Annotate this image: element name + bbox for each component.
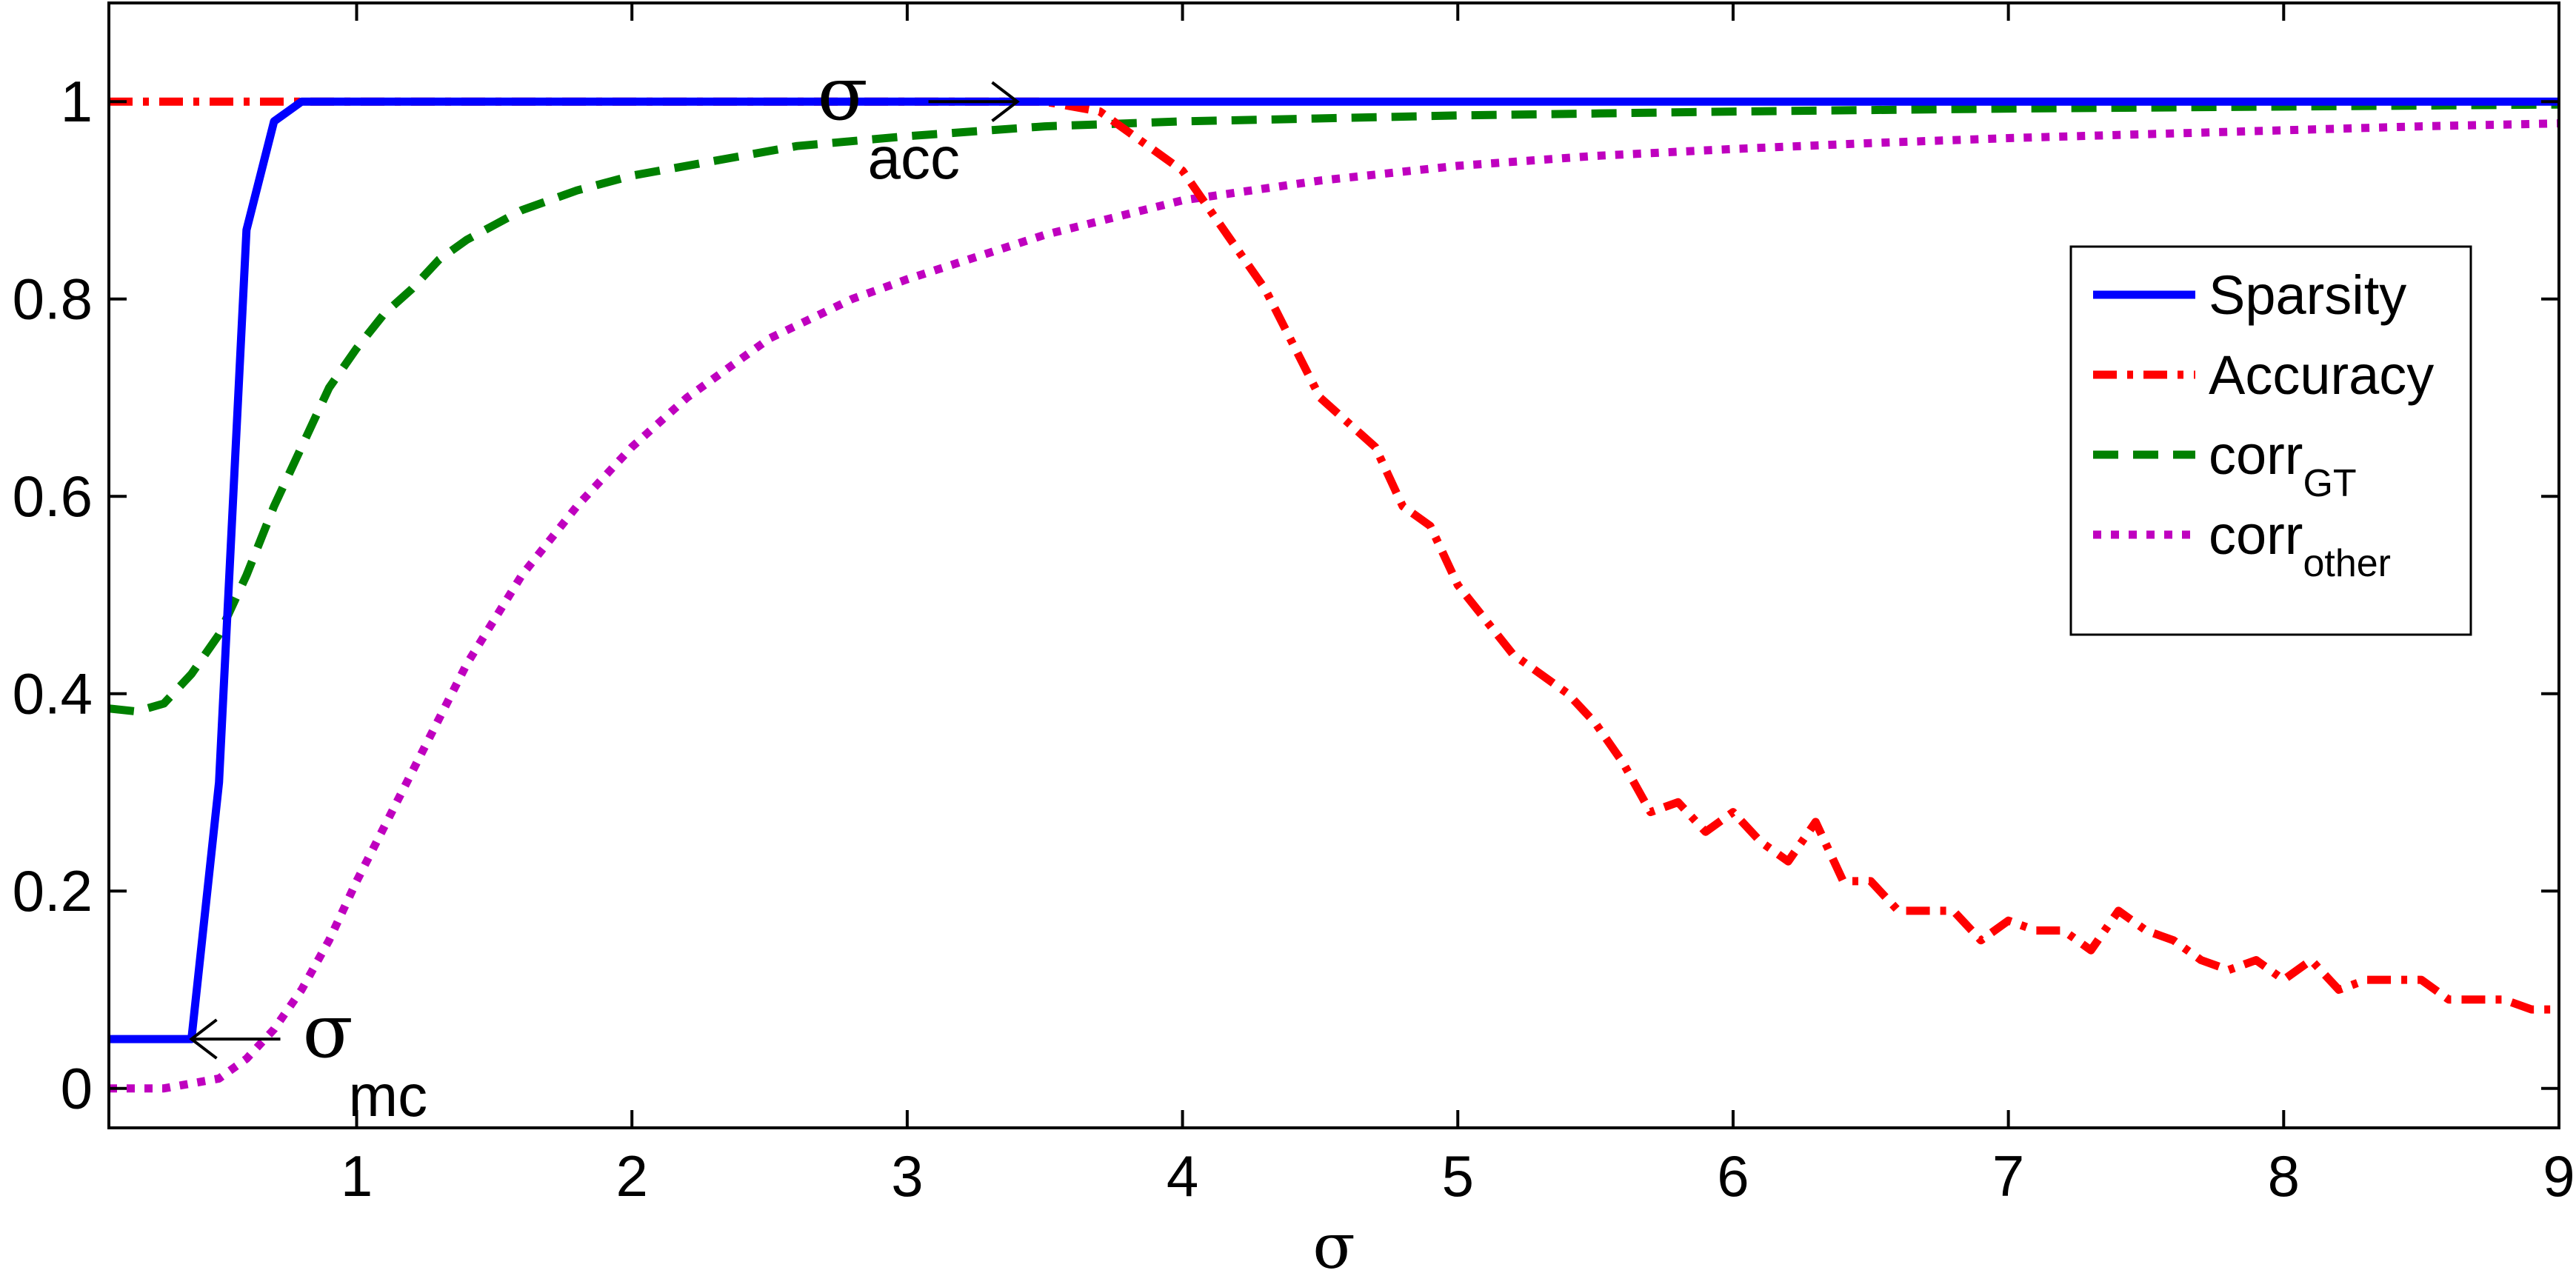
- legend-label-subscript: other: [2303, 542, 2391, 585]
- y-tick-label: 0.8: [13, 267, 93, 332]
- x-tick-label: 2: [616, 1143, 648, 1209]
- y-tick-label: 0.4: [13, 661, 93, 726]
- legend-entry: corrGT: [2093, 424, 2357, 505]
- legend-entry: corrother: [2093, 504, 2391, 585]
- x-tick-label: 7: [1992, 1143, 2024, 1209]
- ticks-layer: 1 2 3 4 5 6 7 8 9 0 0.2 0.4 0.6 0.8 1: [13, 3, 2575, 1209]
- legend-label-name: corr: [2209, 504, 2303, 566]
- x-tick-label: 1: [341, 1143, 373, 1209]
- series-line-accuracy: [109, 97, 2559, 1014]
- legend-label-name: Accuracy: [2209, 344, 2434, 406]
- legend-label: Accuracy: [2209, 344, 2434, 406]
- y-tick-label: 0.2: [13, 858, 93, 923]
- series-line-corr-gt: [109, 100, 2559, 716]
- legend-entry: Accuracy: [2093, 344, 2434, 406]
- x-tick-label: 8: [2268, 1143, 2300, 1209]
- legend-entry: Sparsity: [2093, 264, 2406, 326]
- annotation-subscript: mc: [349, 1063, 428, 1129]
- annotation-subscript: acc: [868, 125, 961, 191]
- plot-frame: [107, 1, 2560, 1129]
- y-tick-label: 0.6: [13, 464, 93, 529]
- legend-box: [2069, 245, 2472, 636]
- x-tick-label: 9: [2543, 1143, 2575, 1209]
- y-tick-label: 1: [61, 69, 93, 134]
- x-axis-label: σ: [1312, 1210, 1355, 1273]
- legend-label-name: Sparsity: [2209, 264, 2406, 326]
- legend-label-subscript: GT: [2303, 462, 2356, 505]
- x-tick-label: 5: [1442, 1143, 1474, 1209]
- legend-label: Sparsity: [2209, 264, 2406, 326]
- series-line-corr-other: [109, 119, 2559, 1093]
- legend-label: corrother: [2209, 504, 2391, 585]
- x-tick-label: 4: [1167, 1143, 1198, 1209]
- annotation-arrowhead: [991, 81, 1020, 122]
- annotation-sigma-mc: σmc: [189, 988, 428, 1129]
- legend-label-name: corr: [2209, 424, 2303, 486]
- annotation-symbol: σ: [303, 988, 353, 1075]
- legend-label: corrGT: [2209, 424, 2357, 505]
- annotation-symbol: σ: [818, 50, 868, 137]
- x-tick-label: 6: [1717, 1143, 1749, 1209]
- y-tick-label: 0: [61, 1056, 93, 1121]
- x-tick-label: 3: [891, 1143, 923, 1209]
- annotation-arrowhead: [189, 1018, 218, 1060]
